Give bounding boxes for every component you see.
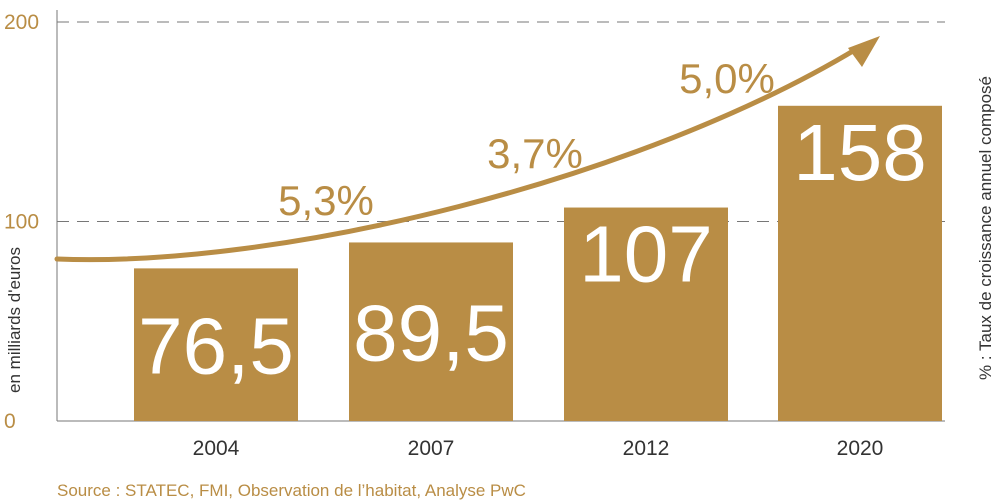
bar-2020 bbox=[778, 105, 942, 421]
secondary-axis-title: % : Taux de croissance annuel composé bbox=[976, 76, 995, 380]
bar-2004 bbox=[134, 268, 298, 421]
bar-2012 bbox=[564, 207, 728, 421]
bars bbox=[134, 105, 942, 421]
bar-value-label: 107 bbox=[579, 210, 712, 299]
x-tick-label: 2004 bbox=[193, 437, 240, 460]
bar-value-label: 76,5 bbox=[138, 302, 294, 391]
growth-rate-label: 5,3% bbox=[278, 177, 374, 224]
y-tick-label: 200 bbox=[4, 11, 39, 34]
x-tick-label: 2007 bbox=[408, 437, 455, 460]
x-tick-label: 2020 bbox=[837, 437, 884, 460]
bar-value-label: 158 bbox=[793, 108, 926, 197]
arrow-head bbox=[848, 36, 880, 67]
x-tick-label: 2012 bbox=[623, 437, 670, 460]
growth-arrow-line bbox=[54, 45, 861, 263]
growth-arrow bbox=[54, 36, 880, 263]
y-tick-label: 0 bbox=[4, 410, 16, 433]
y-tick-label: 100 bbox=[4, 211, 39, 234]
source-note: Source : STATEC, FMI, Observation de l’h… bbox=[57, 481, 526, 500]
labels: 0 100 200 76,5 2004 89,5 2007 107 2012 158 2020 5,3… bbox=[4, 11, 995, 460]
y-axis-title: en milliards d'euros bbox=[5, 247, 24, 393]
bar-value-label: 89,5 bbox=[353, 289, 509, 378]
bar-2007 bbox=[349, 242, 513, 421]
growth-rate-label: 5,0% bbox=[679, 55, 775, 102]
growth-rate-label: 3,7% bbox=[487, 130, 583, 177]
